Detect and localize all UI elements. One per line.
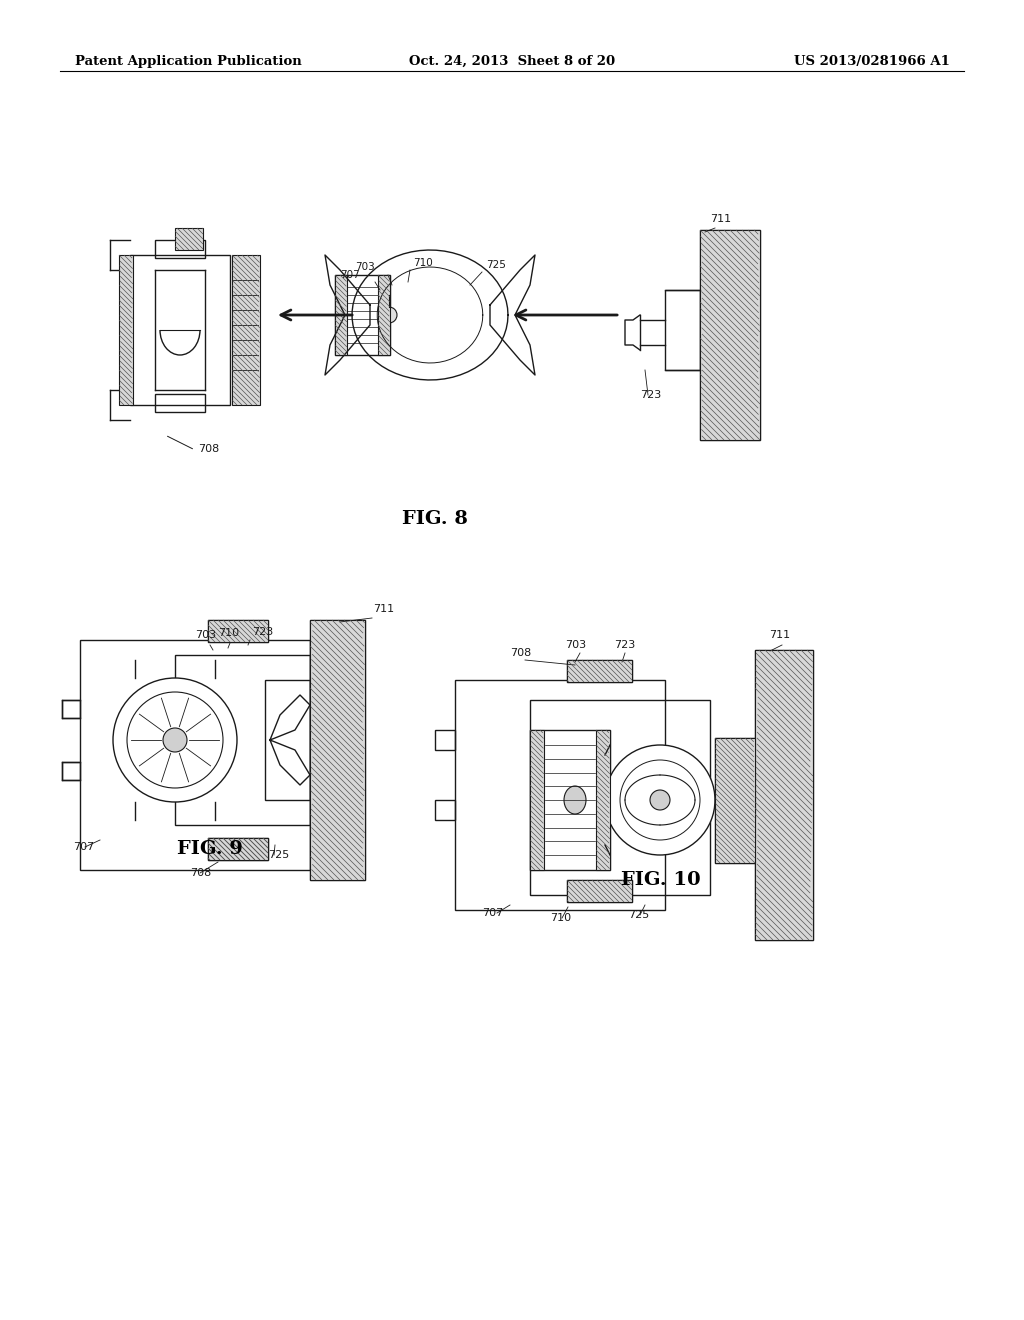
Text: 725: 725 — [268, 850, 289, 861]
Bar — [700, 230, 760, 440]
Text: 710: 710 — [413, 257, 433, 268]
Text: 723: 723 — [252, 627, 273, 638]
Bar — [208, 838, 268, 861]
Bar — [378, 275, 390, 355]
Bar — [755, 649, 813, 940]
Text: Patent Application Publication: Patent Application Publication — [75, 55, 302, 67]
Text: 708: 708 — [510, 648, 531, 657]
Bar — [175, 655, 310, 825]
Bar — [62, 762, 80, 780]
Bar — [435, 800, 455, 820]
Text: 723: 723 — [614, 640, 635, 649]
Text: US 2013/0281966 A1: US 2013/0281966 A1 — [795, 55, 950, 67]
Text: 708: 708 — [190, 869, 211, 878]
Text: 707: 707 — [482, 908, 503, 917]
Text: 711: 711 — [710, 214, 731, 224]
Bar — [155, 393, 205, 412]
Text: 710: 710 — [550, 913, 571, 923]
Text: 711: 711 — [373, 605, 394, 614]
Circle shape — [113, 678, 237, 803]
Bar — [208, 838, 268, 861]
Bar — [567, 660, 632, 682]
Text: FIG. 9: FIG. 9 — [177, 840, 243, 858]
Bar — [208, 620, 268, 642]
Bar — [435, 730, 455, 750]
Bar — [80, 640, 310, 870]
Bar — [665, 290, 700, 370]
Bar — [530, 730, 544, 870]
Bar — [335, 275, 390, 355]
Circle shape — [605, 744, 715, 855]
Text: 711: 711 — [769, 630, 791, 640]
Bar — [755, 649, 813, 940]
Bar — [567, 660, 632, 682]
Text: 710: 710 — [218, 628, 240, 638]
Circle shape — [650, 789, 670, 810]
Text: Oct. 24, 2013  Sheet 8 of 20: Oct. 24, 2013 Sheet 8 of 20 — [409, 55, 615, 67]
Bar — [119, 255, 133, 405]
Circle shape — [163, 729, 187, 752]
Ellipse shape — [564, 785, 586, 814]
Text: FIG. 10: FIG. 10 — [621, 871, 700, 890]
Text: 707: 707 — [73, 842, 94, 851]
Text: 723: 723 — [640, 389, 662, 400]
Bar — [265, 680, 310, 800]
Bar — [596, 730, 610, 870]
Bar — [208, 838, 268, 861]
Bar — [530, 700, 710, 895]
Text: 725: 725 — [486, 260, 506, 271]
Bar — [208, 620, 268, 642]
Text: FIG. 8: FIG. 8 — [402, 510, 468, 528]
Text: 725: 725 — [628, 909, 649, 920]
Text: 707: 707 — [340, 271, 360, 280]
Text: 703: 703 — [195, 630, 216, 640]
Bar — [335, 275, 347, 355]
Bar — [567, 880, 632, 902]
Text: 708: 708 — [198, 444, 219, 454]
Bar — [530, 730, 610, 870]
Bar — [155, 240, 205, 257]
Bar — [130, 255, 230, 405]
Bar — [715, 738, 755, 863]
Text: 703: 703 — [355, 261, 375, 272]
Bar — [567, 880, 632, 902]
Bar — [310, 620, 365, 880]
Bar — [455, 680, 665, 909]
Text: 703: 703 — [565, 640, 586, 649]
Bar — [232, 255, 260, 405]
Bar — [175, 228, 203, 249]
Circle shape — [381, 308, 397, 323]
Bar — [715, 738, 755, 863]
Bar — [700, 230, 760, 440]
Bar — [310, 620, 365, 880]
Bar — [62, 700, 80, 718]
